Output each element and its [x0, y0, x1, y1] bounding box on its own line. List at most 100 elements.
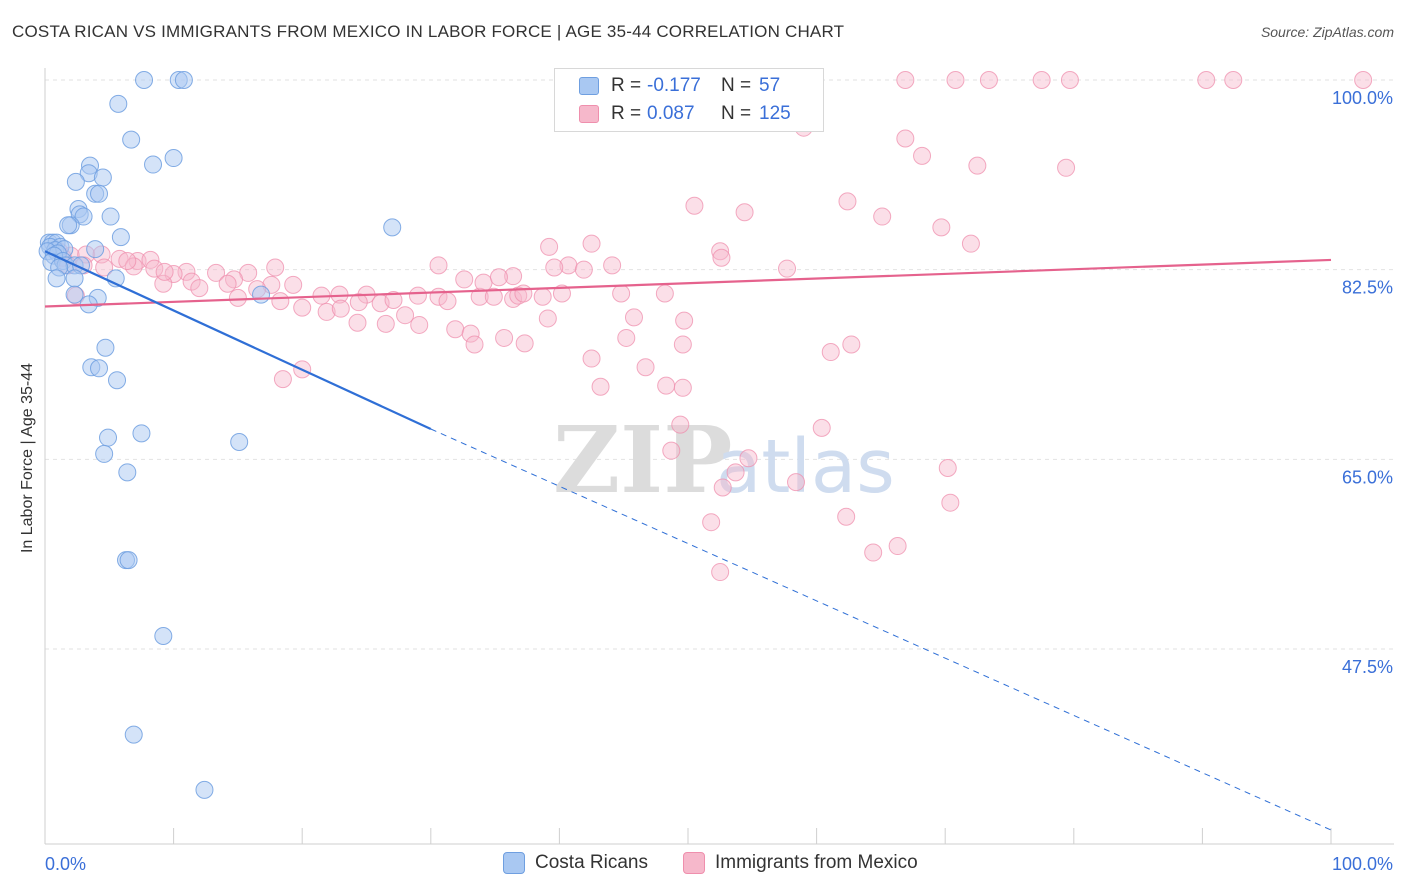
mexico-point-17: [838, 192, 857, 211]
y-axis-label: In Labor Force | Age 35-44: [19, 362, 36, 554]
source-label: Source: ZipAtlas.com: [1260, 24, 1394, 40]
mexico-point-101: [489, 268, 508, 287]
mexico-point-120: [484, 287, 503, 306]
mexico-point-100: [504, 267, 523, 286]
mexico-point-65: [396, 306, 415, 325]
mexico-point-22: [540, 237, 559, 256]
mexico-point-85: [821, 343, 840, 362]
watermark-zip: ZIP: [553, 406, 732, 514]
costa-rican-point-48: [108, 371, 127, 390]
mexico-point-68: [461, 324, 480, 343]
mexico-point-43: [190, 279, 209, 298]
mexico-point-14: [968, 156, 987, 175]
mexico-point-3: [896, 71, 915, 89]
mexico-point-77: [582, 349, 601, 368]
legend-n-value: 125: [759, 103, 791, 124]
series-swatch-blue: [503, 852, 525, 874]
mexico-point-79: [591, 377, 610, 396]
mexico-point-60: [293, 298, 312, 317]
mexico-point-118: [384, 291, 403, 310]
mexico-point-109: [713, 478, 732, 497]
series-legend-immigrants-from-mexico[interactable]: Immigrants from Mexico: [683, 852, 918, 874]
mexico-point-6: [1032, 71, 1051, 89]
mexico-point-24: [712, 248, 731, 267]
mexico-point-37: [207, 263, 226, 282]
mexico-point-72: [538, 309, 557, 328]
mexico-point-81: [673, 378, 692, 397]
legend-n-value: 57: [759, 75, 781, 96]
costa-rican-point-41: [65, 285, 84, 304]
mexico-point-98: [938, 459, 957, 478]
mexico-point-15: [1057, 158, 1076, 177]
legend-swatch-blue: [579, 77, 599, 95]
mexico-point-80: [657, 376, 676, 395]
mexico-point-13: [913, 146, 932, 165]
x-tick-label-max: 100.0%: [1332, 854, 1393, 874]
costa-ricans-points: [38, 71, 402, 799]
mexico-point-103: [574, 260, 593, 279]
legend-n-label: N =: [721, 103, 752, 124]
y-tick-label-0: 47.5%: [1342, 657, 1393, 677]
tick-labels: 47.5% 65.0% 82.5% 100.0% 0.0% 100.0%: [45, 88, 1393, 874]
mexico-point-93: [711, 563, 730, 582]
correlation-legend: R = -0.177 N = 57 R = 0.087 N = 125: [554, 68, 824, 132]
mexico-point-88: [662, 441, 681, 460]
mexico-point-89: [739, 449, 758, 468]
costa-rican-point-6: [144, 155, 163, 174]
costa-rican-point-57: [124, 725, 143, 744]
mexico-point-70: [515, 334, 534, 353]
mexico-point-7: [1060, 71, 1079, 89]
mexico-point-123: [349, 293, 368, 312]
mexico-point-21: [961, 234, 980, 253]
legend-swatch-pink: [579, 105, 599, 123]
mexico-point-78: [673, 335, 692, 354]
mexico-point-35: [145, 259, 164, 278]
costa-rican-point-2: [174, 71, 193, 89]
mexico-point-97: [941, 493, 960, 512]
watermark-atlas: atlas: [716, 424, 895, 510]
mexico-point-86: [671, 415, 690, 434]
mexico-point-113: [155, 262, 174, 281]
costa-rican-point-39: [65, 269, 84, 288]
costa-rican-point-15: [74, 207, 93, 226]
mexico-point-84: [842, 335, 861, 354]
mexico-point-58: [228, 288, 247, 307]
legend-row-costa-ricans: R = -0.177 N = 57: [579, 73, 780, 99]
series-legend-costa-ricans[interactable]: Costa Ricans: [503, 852, 648, 874]
mexico-point-92: [702, 513, 721, 532]
mexico-point-10: [1354, 71, 1373, 89]
costa-rican-point-20: [111, 228, 130, 247]
costa-rican-point-42: [252, 285, 271, 304]
mexico-point-99: [582, 234, 601, 253]
mexico-point-105: [655, 284, 674, 303]
mexico-point-63: [348, 313, 367, 332]
costa-rican-point-58: [195, 780, 214, 799]
mexico-point-122: [612, 284, 631, 303]
mexico-point-116: [218, 274, 237, 293]
legend-r-value: 0.087: [647, 103, 695, 124]
mexico-point-83: [273, 370, 292, 389]
costa-rican-point-0: [135, 71, 154, 89]
mexico-point-19: [873, 207, 892, 226]
mexico-point-59: [271, 292, 290, 311]
chart-title: COSTA RICAN VS IMMIGRANTS FROM MEXICO IN…: [12, 22, 845, 41]
costa-rican-point-45: [96, 338, 115, 357]
mexico-point-108: [552, 284, 571, 303]
costa-rican-point-53: [118, 463, 137, 482]
mexico-point-9: [1224, 71, 1243, 89]
mexico-point-62: [331, 299, 350, 318]
mexico-point-73: [624, 308, 643, 327]
costa-rican-point-12: [90, 184, 109, 203]
mexico-point-52: [470, 287, 489, 306]
costa-rican-point-16: [101, 207, 120, 226]
costa-rican-point-28: [86, 240, 105, 259]
mexico-point-30: [110, 249, 129, 268]
mexico-point-50: [408, 286, 427, 305]
mexico-point-110: [95, 258, 114, 277]
costa-rican-point-19: [383, 218, 402, 237]
mexico-point-32: [141, 250, 160, 269]
costa-rican-point-38: [47, 269, 66, 288]
mexico-point-74: [675, 311, 694, 330]
mexico-point-104: [603, 256, 622, 275]
